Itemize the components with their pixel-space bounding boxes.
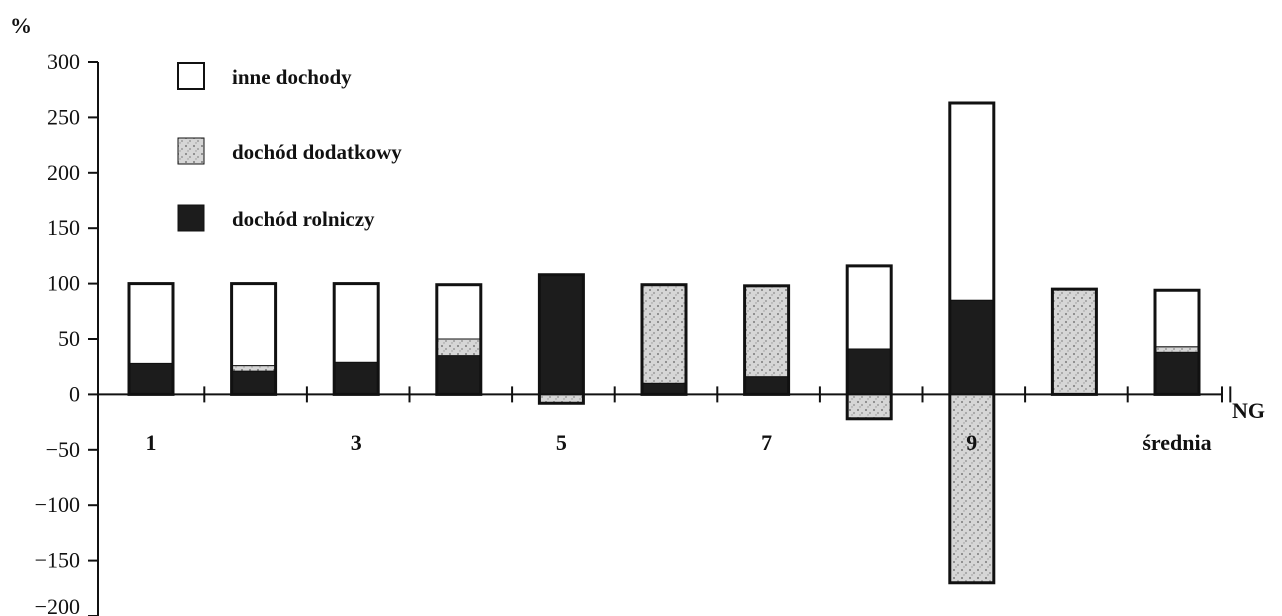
bar-segment-10-dochód-dodatkowy bbox=[1051, 288, 1097, 395]
x-category-label: 7 bbox=[761, 430, 772, 455]
bar-group-3 bbox=[332, 282, 380, 396]
bars bbox=[127, 101, 1201, 585]
x-axis bbox=[98, 386, 1232, 403]
bar-group-9 bbox=[948, 101, 996, 585]
bar-segment-2-dochód-rolniczy bbox=[231, 370, 277, 395]
y-tick-label: −50 bbox=[46, 437, 80, 462]
bar-group-1 bbox=[127, 282, 175, 396]
bar-segment-9-dochód-dodatkowy bbox=[949, 393, 995, 584]
legend-label-inne-dochody: inne dochody bbox=[232, 65, 352, 89]
bar-segment-8-dochód-rolniczy bbox=[846, 348, 892, 395]
y-tick-label: 200 bbox=[47, 160, 80, 185]
y-tick-label: 150 bbox=[47, 215, 80, 240]
legend-swatch-dochod-rolniczy bbox=[177, 204, 205, 232]
bar-group-10 bbox=[1050, 287, 1098, 396]
bar-segment-1-inne-dochody bbox=[128, 283, 174, 364]
bar-segment-4-dochód-dodatkowy bbox=[436, 338, 482, 357]
x-category-label: średnia bbox=[1142, 430, 1211, 455]
bar-segment-9-dochód-rolniczy bbox=[949, 299, 995, 395]
bar-segment-11-inne-dochody bbox=[1154, 289, 1200, 348]
legend: inne dochody dochód dodatkowy dochód rol… bbox=[177, 62, 402, 232]
y-tick-label: 100 bbox=[47, 271, 80, 296]
y-tick-label: −150 bbox=[35, 548, 80, 573]
bar-segment-6-dochód-rolniczy bbox=[641, 382, 687, 395]
bar-segment-11-dochód-dodatkowy bbox=[1154, 346, 1200, 353]
bar-segment-2-dochód-dodatkowy bbox=[231, 365, 277, 372]
bar-group-8 bbox=[845, 264, 893, 421]
bar-segment-8-inne-dochody bbox=[846, 265, 892, 350]
category-labels: 1 3 5 7 9 średnia bbox=[146, 430, 1212, 455]
bar-segment-6-dochód-dodatkowy bbox=[641, 284, 687, 384]
bar-segment-3-dochód-rolniczy bbox=[333, 361, 379, 395]
bar-segment-8-dochód-dodatkowy bbox=[846, 393, 892, 420]
y-axis: 300 250 200 150 100 50 0 −50 −100 −150 −200 bbox=[35, 49, 99, 616]
bar-group-7 bbox=[743, 284, 791, 396]
y-tick-label: −100 bbox=[35, 492, 80, 517]
bar-segment-9-inne-dochody bbox=[949, 102, 995, 301]
bar-group-5 bbox=[537, 273, 585, 405]
x-category-label: 1 bbox=[146, 430, 157, 455]
bar-outline-8 bbox=[845, 264, 893, 421]
bar-group-2 bbox=[230, 282, 278, 396]
bar-segment-7-dochód-rolniczy bbox=[744, 376, 790, 395]
legend-swatch-inne-dochody bbox=[177, 62, 205, 90]
bar-segment-7-dochód-dodatkowy bbox=[744, 285, 790, 378]
x-category-label: 3 bbox=[351, 430, 362, 455]
bar-group-4 bbox=[435, 283, 483, 396]
y-tick-label: 50 bbox=[58, 326, 80, 351]
legend-label-dochod-dodatkowy: dochód dodatkowy bbox=[232, 140, 402, 164]
y-axis-label: % bbox=[10, 13, 32, 38]
bar-segment-5-dochód-rolniczy bbox=[538, 274, 584, 395]
legend-label-dochod-rolniczy: dochód rolniczy bbox=[232, 207, 375, 231]
bar-segment-3-inne-dochody bbox=[333, 283, 379, 363]
bar-segment-4-inne-dochody bbox=[436, 284, 482, 340]
bar-segment-11-dochód-rolniczy bbox=[1154, 351, 1200, 395]
x-category-label: 5 bbox=[556, 430, 567, 455]
bar-outline-5 bbox=[537, 273, 585, 405]
y-tick-label: 300 bbox=[47, 49, 80, 74]
bar-group-6 bbox=[640, 283, 688, 396]
x-axis-label: NG bbox=[1232, 398, 1265, 423]
x-category-label: 9 bbox=[966, 430, 977, 455]
bar-segment-2-inne-dochody bbox=[231, 283, 277, 367]
legend-swatch-dochod-dodatkowy bbox=[177, 137, 205, 165]
bar-group-11 bbox=[1153, 288, 1201, 396]
bar-segment-4-dochód-rolniczy bbox=[436, 355, 482, 395]
y-tick-label: 250 bbox=[47, 104, 80, 129]
bar-segment-1-dochód-rolniczy bbox=[128, 362, 174, 395]
y-tick-label: 0 bbox=[69, 381, 80, 406]
y-tick-label: −200 bbox=[35, 594, 80, 616]
bar-outline-9 bbox=[948, 101, 996, 585]
